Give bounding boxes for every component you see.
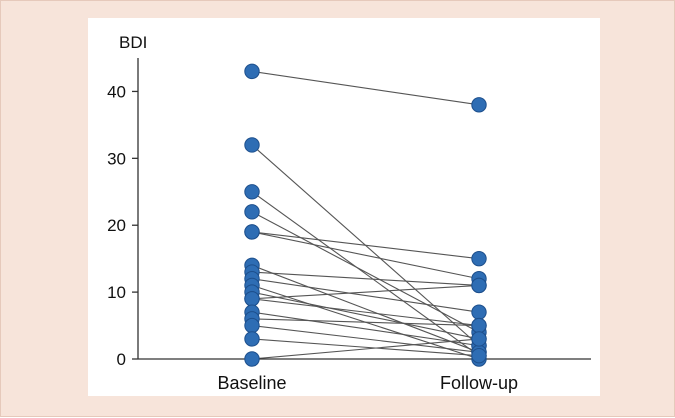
baseline-point [244, 137, 260, 153]
pair-line [251, 338, 480, 360]
pair-line [251, 271, 480, 286]
y-axis-label: BDI [119, 33, 147, 52]
pair-line [251, 311, 480, 347]
data-points [244, 63, 487, 367]
pair-line [251, 70, 480, 106]
baseline-point [244, 204, 260, 220]
baseline-point [244, 63, 260, 80]
category-label-follow-up: Follow-up [440, 373, 518, 393]
pair-lines [251, 70, 480, 360]
baseline-point [244, 184, 260, 200]
follow-up-point [471, 97, 487, 113]
y-tick-label: 10 [107, 283, 126, 302]
y-tick-label: 0 [117, 350, 126, 369]
follow-up-point [471, 347, 487, 364]
pair-line [251, 298, 480, 327]
pair-line [251, 231, 480, 260]
pair-line [251, 278, 480, 313]
y-tick-label: 20 [107, 216, 126, 235]
baseline-point [244, 224, 260, 240]
axes [137, 58, 591, 360]
baseline-point [244, 351, 260, 367]
y-ticks: 0 10 20 30 40 [107, 82, 138, 369]
pair-line [251, 325, 480, 353]
baseline-point [244, 331, 260, 347]
baseline-point [244, 291, 260, 307]
pair-line [251, 318, 480, 327]
baseline-point [244, 317, 260, 334]
category-label-baseline: Baseline [217, 373, 286, 393]
pair-line [251, 264, 480, 353]
pair-line [251, 291, 480, 340]
follow-up-point [471, 304, 487, 320]
pair-line [251, 284, 480, 300]
y-tick-label: 40 [107, 82, 126, 101]
pair-line [251, 191, 480, 357]
follow-up-point [471, 331, 487, 347]
follow-up-point [471, 277, 487, 294]
pair-line [251, 211, 480, 333]
y-tick-label: 30 [107, 149, 126, 168]
pair-line [251, 231, 480, 280]
plot-area [88, 18, 600, 396]
pair-line [251, 338, 480, 357]
follow-up-point [471, 250, 487, 267]
follow-up-point [471, 317, 487, 334]
